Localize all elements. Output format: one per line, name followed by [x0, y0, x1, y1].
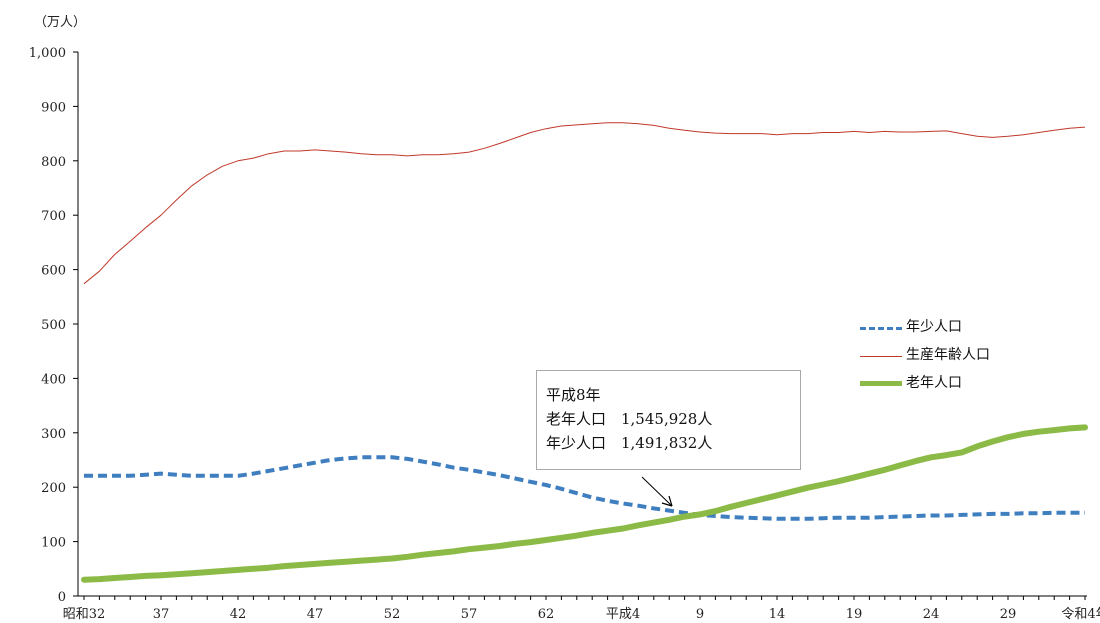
- series-line-2: [81, 424, 1088, 583]
- legend-swatch-youth: [860, 327, 902, 330]
- y-tick-label: 800: [41, 155, 66, 170]
- annotation-arrow: [641, 476, 673, 507]
- y-tick-label: 700: [41, 209, 66, 224]
- y-tick-label: 600: [41, 264, 66, 279]
- legend-label-elderly: 老年人口: [906, 375, 962, 391]
- y-tick-label: 100: [41, 536, 66, 551]
- y-tick-label: 0: [58, 590, 66, 605]
- x-tick-label: 37: [153, 607, 170, 622]
- x-tick-label: 57: [461, 607, 478, 622]
- x-tick-label: 9: [696, 607, 704, 622]
- legend-label-working-age: 生産年齢人口: [906, 347, 990, 363]
- y-tick-label: 200: [41, 481, 66, 496]
- x-tick-label: 52: [384, 607, 401, 622]
- x-tick-label: 62: [538, 607, 555, 622]
- x-tick-label: 24: [923, 607, 940, 622]
- legend-item-working-age: 生産年齢人口: [858, 341, 1058, 369]
- legend: 年少人口 生産年齢人口 老年人口: [858, 313, 1058, 397]
- annotation-elderly-line: 老年人口 1,545,928人: [546, 410, 713, 428]
- y-axis-ticks: 0 100 200 300 400 500 600 700 800 900 1,000: [29, 46, 78, 605]
- y-tick-label: 1,000: [29, 46, 66, 61]
- x-tick-label: 平成4: [606, 607, 640, 622]
- series-line-1: [83, 122, 1086, 285]
- annotation-box: 平成8年 老年人口 1,545,928人 年少人口 1,491,832人: [536, 370, 801, 470]
- y-tick-label: 500: [41, 318, 66, 333]
- x-tick-label: 19: [846, 607, 863, 622]
- x-tick-label: 47: [307, 607, 324, 622]
- x-tick-label: 42: [230, 607, 247, 622]
- y-tick-label: 900: [41, 100, 66, 115]
- x-tick-label: 29: [1000, 607, 1017, 622]
- x-tick-label: 令和4年: [1061, 607, 1100, 622]
- legend-item-youth: 年少人口: [858, 313, 1058, 341]
- y-tick-label: 400: [41, 372, 66, 387]
- series-lines: [81, 122, 1088, 583]
- annotation-arrow-head: [661, 495, 673, 507]
- series-line-0: [84, 455, 1085, 521]
- x-axis-ticks: 昭和32 37 42 47 52 57 62 平成4 9 14 19 24 29 令和4年: [63, 596, 1100, 622]
- legend-label-youth: 年少人口: [906, 319, 962, 335]
- legend-item-elderly: 老年人口: [858, 369, 1058, 397]
- annotation-youth-line: 年少人口 1,491,832人: [546, 434, 713, 452]
- legend-swatch-working-age: [860, 356, 902, 357]
- annotation-title: 平成8年: [546, 386, 601, 404]
- x-tick-label: 昭和32: [63, 607, 106, 622]
- x-tick-label: 14: [769, 607, 786, 622]
- y-tick-label: 300: [41, 427, 66, 442]
- y-axis-unit-label: （万人）: [34, 15, 86, 30]
- legend-swatch-elderly: [860, 381, 902, 386]
